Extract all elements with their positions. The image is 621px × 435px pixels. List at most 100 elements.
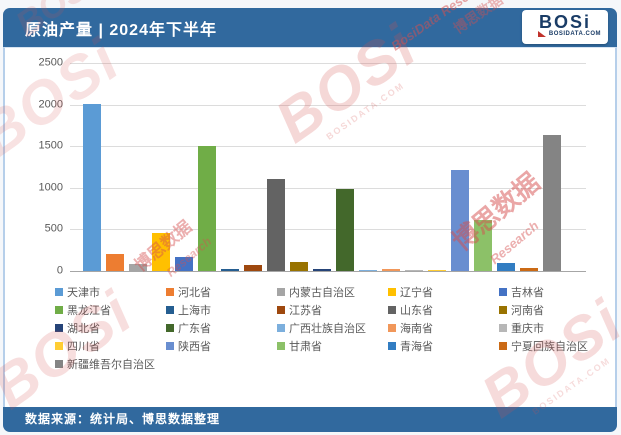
bar-山东省 [266,179,285,271]
legend-label: 内蒙古自治区 [289,287,355,299]
bar-slot [518,63,541,271]
legend-item-山东省: 山东省 [388,301,499,319]
legend-item-海南省: 海南省 [388,319,499,337]
legend-label: 广东省 [178,323,211,335]
legend-swatch-icon [55,342,63,350]
bar-内蒙古自治区 [128,263,147,271]
legend-swatch-icon [166,342,174,350]
y-tick-label-2000: 2000 [38,98,63,111]
legend-swatch-icon [55,324,63,332]
legend-item-吉林省: 吉林省 [499,283,610,301]
bar-slot [103,63,126,271]
bar-slot [241,63,264,271]
legend-swatch-icon [499,324,507,332]
legend-swatch-icon [166,324,174,332]
legend-swatch-icon [55,360,63,368]
data-source-text: 数据来源：统计局、博思数据整理 [25,412,221,426]
bosi-logo: BOSi BOSIDATA.COM [522,10,608,44]
bar-江苏省 [243,265,262,271]
legend-item-新疆维吾尔自治区: 新疆维吾尔自治区 [55,355,166,373]
bar-slot [80,63,103,271]
bar-slot [126,63,149,271]
legend-item-重庆市: 重庆市 [499,319,610,337]
bar-slot [218,63,241,271]
bar-广西壮族自治区 [359,270,378,271]
bars [80,63,564,271]
legend-swatch-icon [166,288,174,296]
legend-swatch-icon [166,306,174,314]
logo-domain-row: BOSIDATA.COM [522,31,608,37]
bar-slot [287,63,310,271]
bar-青海省 [497,262,516,271]
legend-item-天津市: 天津市 [55,283,166,301]
legend-item-辽宁省: 辽宁省 [388,283,499,301]
logo-text: BOSi [538,12,591,32]
legend-item-陕西省: 陕西省 [166,337,277,355]
legend-item-宁夏回族自治区: 宁夏回族自治区 [499,337,610,355]
legend-swatch-icon [277,342,285,350]
chart-area: 0 500 1000 1500 2000 2500 天津市 河北省 内蒙古自治区 辽宁省 吉林省黑… [3,47,617,407]
bar-河北省 [105,253,124,271]
legend-item-黑龙江省: 黑龙江省 [55,301,166,319]
gridline-1000 [70,187,586,189]
legend-label: 江苏省 [289,305,322,317]
chart-card: 原油产量 | 2024年下半年 BOSi BOSIDATA.COM 0 500 10… [3,8,617,432]
legend-item-江苏省: 江苏省 [277,301,388,319]
legend: 天津市 河北省 内蒙古自治区 辽宁省 吉林省黑龙江省 上海市 江苏省 山东省 河南省湖北省 广东省… [55,283,610,373]
legend-label: 黑龙江省 [67,305,111,317]
gridline-1500 [70,146,586,148]
bar-slot [195,63,218,271]
bar-slot [472,63,495,271]
bar-河南省 [289,261,308,271]
bar-slot [264,63,287,271]
gridline-500 [70,229,586,231]
y-tick-label-500: 500 [44,222,63,235]
legend-label: 海南省 [400,323,433,335]
gridline-0 [70,271,586,272]
legend-swatch-icon [388,342,396,350]
bar-slot [541,63,564,271]
bar-海南省 [382,269,401,271]
bar-slot [495,63,518,271]
legend-swatch-icon [388,306,396,314]
legend-item-广东省: 广东省 [166,319,277,337]
legend-swatch-icon [499,306,507,314]
bar-辽宁省 [151,232,170,271]
bar-四川省 [428,270,447,271]
legend-label: 河北省 [178,287,211,299]
legend-label: 湖北省 [67,323,100,335]
legend-label: 宁夏回族自治区 [511,341,588,353]
bar-新疆维吾尔自治区 [543,134,562,271]
legend-label: 山东省 [400,305,433,317]
bar-重庆市 [405,270,424,271]
legend-swatch-icon [277,288,285,296]
legend-label: 广西壮族自治区 [289,323,366,335]
bar-slot [149,63,172,271]
bar-slot [310,63,333,271]
legend-item-湖北省: 湖北省 [55,319,166,337]
legend-label: 吉林省 [511,287,544,299]
legend-swatch-icon [388,288,396,296]
header-bar: 原油产量 | 2024年下半年 BOSi BOSIDATA.COM [3,8,617,47]
legend-label: 天津市 [67,287,100,299]
y-tick-label-1000: 1000 [38,181,63,194]
legend-label: 四川省 [67,341,100,353]
legend-item-广西壮族自治区: 广西壮族自治区 [277,319,388,337]
legend-label: 甘肃省 [289,341,322,353]
bar-slot [357,63,380,271]
legend-swatch-icon [499,342,507,350]
logo-domain: BOSIDATA.COM [548,31,601,37]
legend-item-上海市: 上海市 [166,301,277,319]
legend-swatch-icon [499,288,507,296]
legend-swatch-icon [388,324,396,332]
legend-item-河南省: 河南省 [499,301,610,319]
bar-slot [380,63,403,271]
legend-label: 上海市 [178,305,211,317]
bar-slot [172,63,195,271]
legend-item-河北省: 河北省 [166,283,277,301]
bar-广东省 [336,189,355,271]
bar-湖北省 [312,268,331,271]
legend-label: 重庆市 [511,323,544,335]
bar-slot [449,63,472,271]
